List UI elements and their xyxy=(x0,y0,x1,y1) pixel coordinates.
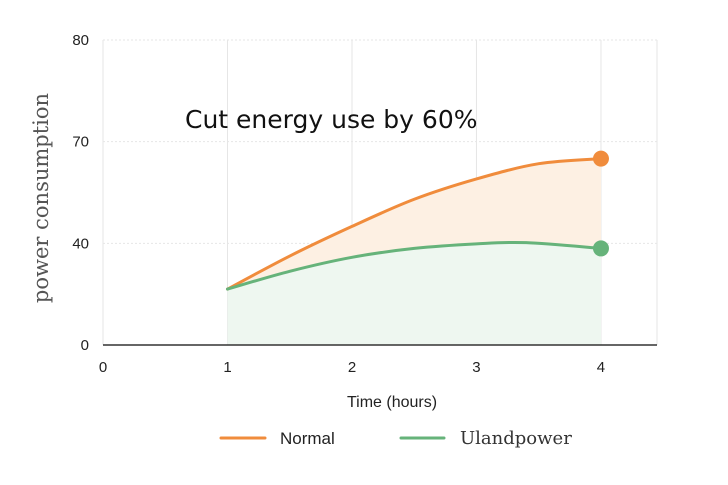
series-area-ulandpower xyxy=(227,242,601,345)
y-tick-label: 70 xyxy=(72,134,89,151)
y-axis-title: power consumption xyxy=(29,93,53,303)
legend: Normal Ulandpower xyxy=(219,428,572,449)
series-line-normal xyxy=(225,157,603,291)
x-tick-label: 2 xyxy=(348,359,356,376)
legend-label-normal: Normal xyxy=(280,429,335,448)
x-tick-label: 3 xyxy=(472,359,480,376)
y-tick-label: 40 xyxy=(72,235,89,252)
x-tick-label: 4 xyxy=(597,359,605,376)
legend-label-ulandpower: Ulandpower xyxy=(460,428,572,449)
area-layer xyxy=(227,158,601,345)
x-tick-label: 0 xyxy=(99,359,107,376)
annotation-text: Cut energy use by 60% xyxy=(185,105,477,134)
series-end-marker-ulandpower xyxy=(592,240,609,257)
series-end-marker-normal xyxy=(592,150,609,167)
x-tick-label: 1 xyxy=(223,359,231,376)
y-tick-label: 80 xyxy=(72,32,89,49)
line-layer xyxy=(225,150,609,291)
x-axis-title: Time (hours) xyxy=(347,394,437,411)
series-line-ulandpower xyxy=(225,240,603,291)
y-tick-label: 0 xyxy=(81,337,89,354)
